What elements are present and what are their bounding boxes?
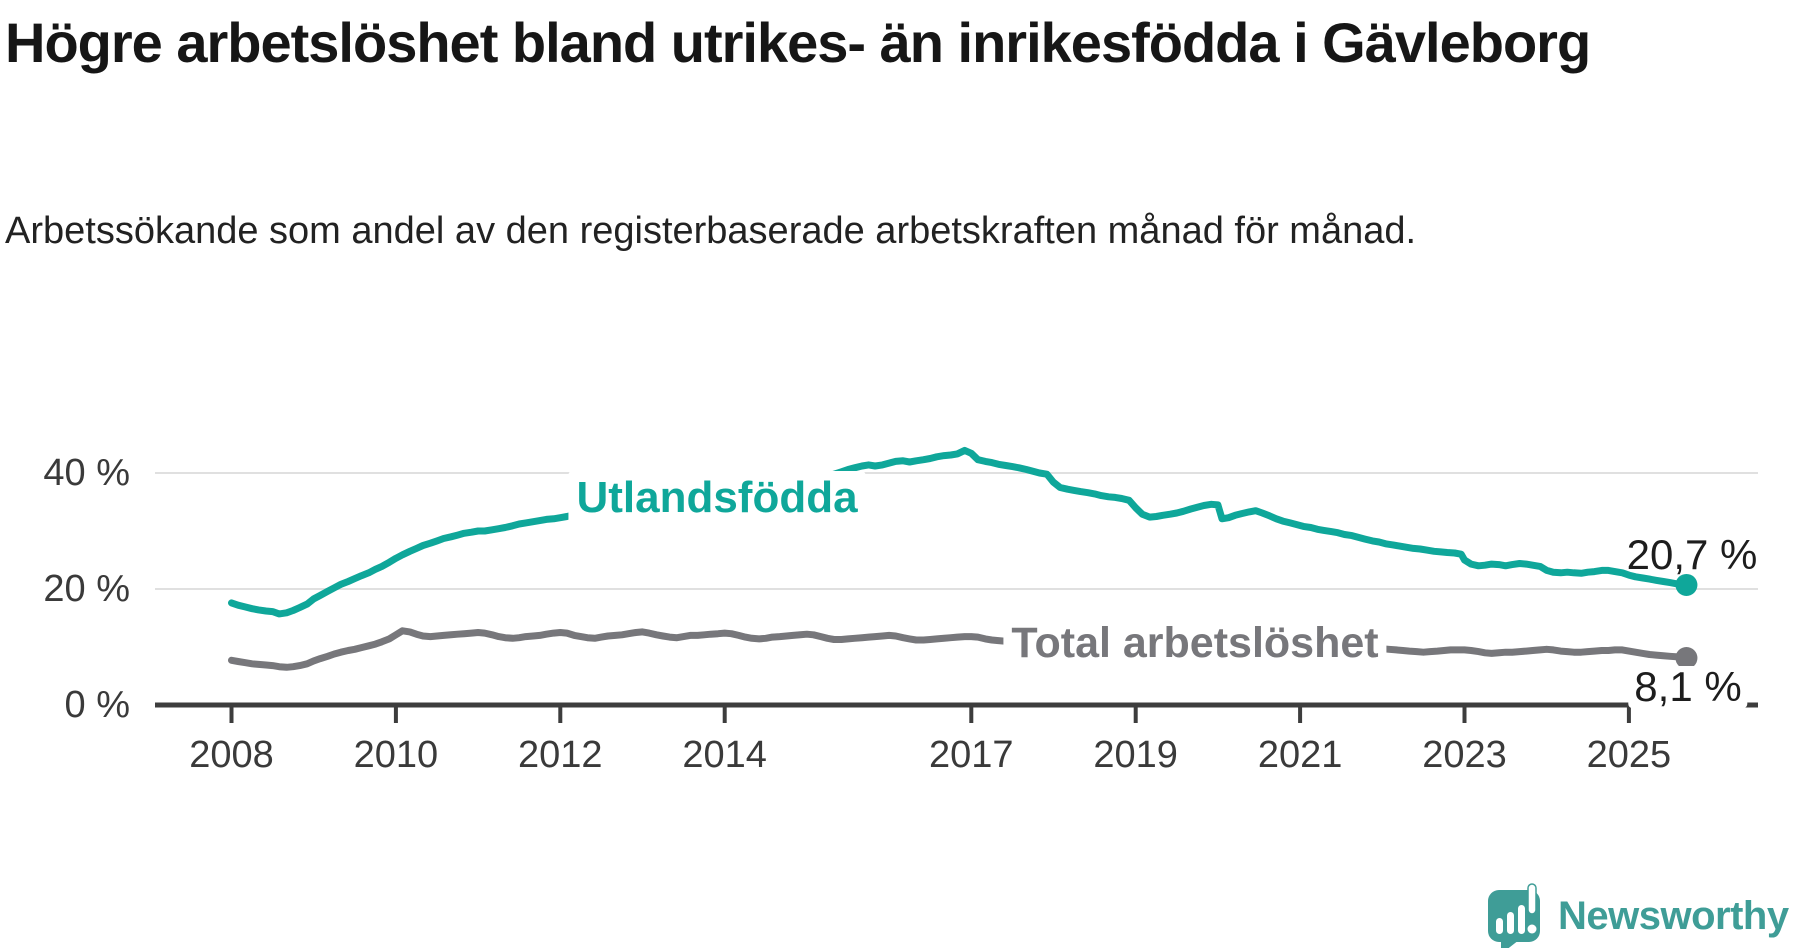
x-axis-label-2008: 2008 (189, 734, 274, 776)
x-axis-label-2021: 2021 (1257, 734, 1343, 776)
x-axis-label-2014: 2014 (682, 734, 767, 776)
x-axis-label-2012: 2012 (518, 734, 603, 776)
y-axis-label-40: 40 % (43, 452, 130, 494)
series-end-dot-1 (1675, 647, 1698, 670)
x-axis-label-2010: 2010 (353, 734, 439, 776)
y-axis-label-0: 0 % (64, 684, 130, 726)
x-axis-label-2019: 2019 (1093, 734, 1178, 776)
page-title: Högre arbetslöshet bland utrikes- än inr… (5, 11, 1591, 74)
x-axis-label-2017: 2017 (929, 734, 1014, 776)
newsworthy-speech-bubble-chart-icon (1488, 883, 1540, 948)
end-value-label-utlandsfodda: 20,7 % (1626, 531, 1758, 578)
newsworthy-logo-text: Newsworthy (1558, 894, 1789, 938)
y-axis-label-20: 20 % (43, 568, 130, 610)
newsworthy-logo: Newsworthy (1488, 883, 1789, 948)
series-label-total-arbetsloshet: Total arbetslöshet (1003, 617, 1387, 670)
series-line-0 (228, 446, 1690, 618)
series-label-utlandsfodda: Utlandsfödda (568, 471, 866, 525)
page-subtitle: Arbetssökande som andel av den registerb… (5, 210, 1417, 252)
series-line-1 (228, 627, 1690, 671)
x-axis-label-2025: 2025 (1586, 734, 1672, 776)
end-value-label-total: 8,1 % (1628, 666, 1748, 708)
x-axis-label-2023: 2023 (1422, 734, 1507, 776)
series-end-dot-0 (1675, 573, 1698, 596)
